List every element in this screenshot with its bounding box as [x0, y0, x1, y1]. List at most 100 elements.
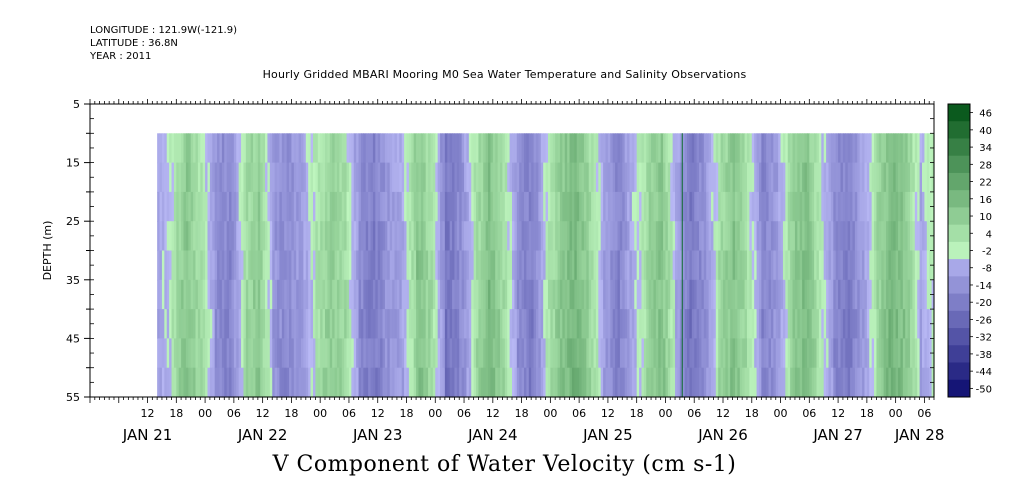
heatmap-cell: [341, 133, 345, 164]
heatmap-cell: [591, 338, 595, 369]
heatmap-cell: [684, 250, 688, 281]
heatmap-cell: [545, 221, 549, 252]
heatmap-cell: [543, 221, 547, 252]
heatmap-cell: [406, 250, 410, 281]
heatmap-cell: [514, 162, 518, 193]
heatmap-cell: [476, 250, 480, 281]
heatmap-cell: [418, 221, 422, 252]
heatmap-cell: [641, 133, 645, 164]
heatmap-cell: [241, 162, 245, 193]
heatmap-cell: [368, 250, 372, 281]
heatmap-cell: [456, 221, 460, 252]
heatmap-cell: [293, 250, 297, 281]
heatmap-cell: [545, 279, 549, 310]
heatmap-cell: [452, 367, 456, 398]
heatmap-cell: [519, 133, 523, 164]
heatmap-cell: [914, 250, 918, 281]
heatmap-cell: [715, 279, 719, 310]
heatmap-cell: [173, 250, 177, 281]
heatmap-cell: [195, 162, 199, 193]
heatmap-cell: [591, 162, 595, 193]
heatmap-cell: [231, 133, 235, 164]
heatmap-cell: [399, 133, 403, 164]
heatmap-cell: [574, 309, 578, 339]
heatmap-cell: [334, 133, 338, 164]
heatmap-cell: [279, 162, 283, 193]
heatmap-cell: [893, 367, 897, 398]
heatmap-cell: [161, 250, 165, 281]
heatmap-cell: [583, 162, 587, 193]
heatmap-cell: [586, 162, 590, 193]
heatmap-cell: [660, 367, 664, 398]
heatmap-cell: [255, 133, 259, 164]
heatmap-cell: [756, 133, 760, 164]
heatmap-cell: [219, 309, 223, 339]
heatmap-cell: [802, 338, 806, 369]
heatmap-cell: [804, 133, 808, 164]
heatmap-cell: [787, 309, 791, 339]
heatmap-cell: [411, 221, 415, 252]
heatmap-cell: [356, 191, 360, 222]
heatmap-cell: [641, 250, 645, 281]
heatmap-cell: [279, 309, 283, 339]
heatmap-cell: [627, 162, 631, 193]
heatmap-cell: [792, 279, 796, 310]
heatmap-cell: [512, 162, 515, 193]
heatmap-cell: [922, 309, 926, 339]
heatmap-cell: [766, 162, 770, 193]
heatmap-cell: [737, 191, 741, 222]
heatmap-cell: [641, 279, 645, 310]
heatmap-cell: [392, 221, 396, 252]
heatmap-cell: [454, 309, 458, 339]
heatmap-cell: [327, 162, 331, 193]
heatmap-cell: [814, 191, 818, 222]
heatmap-cell: [394, 133, 398, 164]
heatmap-cell: [651, 162, 655, 193]
heatmap-cell: [890, 250, 894, 281]
heatmap-cell: [212, 133, 216, 164]
heatmap-cell: [231, 367, 235, 398]
heatmap-cell: [535, 133, 539, 164]
heatmap-cell: [169, 309, 173, 339]
heatmap-cell: [212, 338, 216, 369]
heatmap-cell: [291, 133, 295, 164]
heatmap-cell: [919, 338, 923, 369]
heatmap-cell: [816, 338, 820, 369]
heatmap-cell: [830, 338, 834, 369]
heatmap-cell: [516, 221, 520, 252]
heatmap-cell: [480, 191, 484, 222]
heatmap-cell: [924, 133, 928, 164]
heatmap-cell: [490, 162, 494, 193]
heatmap-cell: [224, 309, 228, 339]
heatmap-cell: [301, 338, 304, 369]
heatmap-cell: [739, 221, 743, 252]
heatmap-cell: [684, 338, 688, 369]
heatmap-cell: [687, 162, 691, 193]
heatmap-cell: [780, 367, 784, 398]
heatmap-cell: [267, 133, 271, 164]
heatmap-cell: [737, 133, 741, 164]
heatmap-cell: [746, 279, 750, 310]
heatmap-cell: [823, 309, 827, 339]
heatmap-cell: [672, 338, 676, 369]
heatmap-cell: [265, 133, 269, 164]
heatmap-cell: [696, 309, 700, 339]
heatmap-cell: [902, 367, 906, 398]
heatmap-cell: [334, 279, 338, 310]
heatmap-cell: [341, 338, 345, 369]
heatmap-cell: [675, 221, 679, 252]
heatmap-cell: [886, 133, 890, 164]
heatmap-cell: [559, 221, 563, 252]
x-hour-label: 12: [601, 407, 615, 420]
heatmap-cell: [444, 162, 448, 193]
heatmap-cell: [183, 162, 187, 193]
heatmap-cell: [682, 338, 686, 369]
heatmap-cell: [746, 250, 750, 281]
heatmap-cell: [886, 338, 890, 369]
heatmap-cell: [423, 309, 427, 339]
heatmap-cell: [322, 309, 326, 339]
heatmap-cell: [245, 133, 249, 164]
heatmap-cell: [262, 279, 266, 310]
heatmap-cell: [497, 367, 501, 398]
heatmap-cell: [655, 338, 659, 369]
